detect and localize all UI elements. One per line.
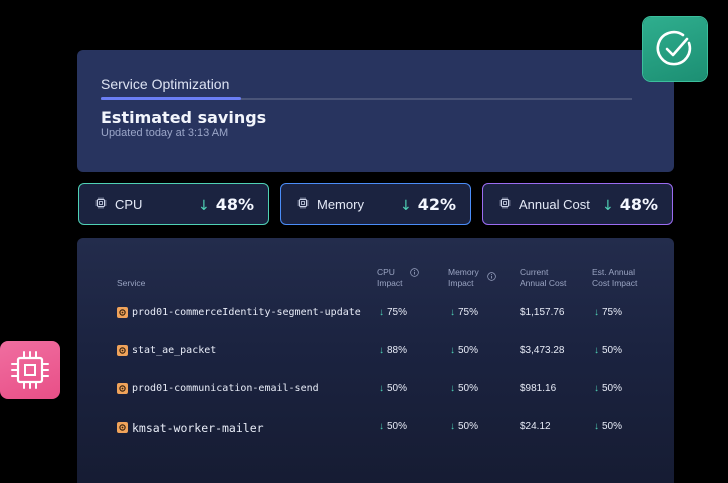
header-est-line1: Est. Annual <box>592 267 636 277</box>
current-cost-cell: $981.16 <box>520 383 557 394</box>
chip-icon <box>11 351 49 389</box>
chip-badge <box>0 341 60 399</box>
arrow-down-icon: ↓ <box>594 345 599 356</box>
arrow-down-icon: ↓ <box>379 421 384 432</box>
page-title: Estimated savings <box>101 108 267 127</box>
service-gear-icon <box>117 307 128 318</box>
updated-timestamp: Updated today at 3:13 AM <box>101 127 229 139</box>
header-service[interactable]: Service <box>117 278 146 288</box>
arrow-down-icon: ↓ <box>450 345 455 356</box>
metric-value: ↓ 48% <box>602 195 658 214</box>
header-cpu-line2: Impact <box>377 278 403 288</box>
check-circle-badge <box>643 17 707 81</box>
tab-service-optimization[interactable]: Service Optimization <box>101 76 230 92</box>
cpu-impact-cell: ↓ 50% <box>379 421 407 432</box>
info-icon[interactable] <box>487 272 496 281</box>
arrow-down-icon: ↓ <box>379 345 384 356</box>
header-est-line2: Cost Impact <box>592 278 638 288</box>
cpu-impact-value: 50% <box>387 421 408 432</box>
metric-card-annual-cost[interactable]: Annual Cost ↓ 48% <box>482 183 673 225</box>
memory-impact-value: 50% <box>458 383 479 394</box>
service-name[interactable]: prod01-communication-email-send <box>132 383 319 394</box>
service-name[interactable]: kmsat-worker-mailer <box>132 421 264 435</box>
header-est-annual-cost-impact[interactable]: Est. Annual Cost Impact <box>592 267 637 289</box>
chip-icon <box>95 197 107 209</box>
header-cost-line2: Annual Cost <box>520 278 567 288</box>
cpu-impact-value: 50% <box>387 383 408 394</box>
current-cost-cell: $3,473.28 <box>520 345 565 356</box>
est-impact-cell: ↓ 50% <box>594 383 622 394</box>
tab-active-indicator <box>101 97 241 100</box>
metric-percent: 42% <box>417 195 456 214</box>
cpu-impact-value: 88% <box>387 345 408 356</box>
arrow-down-icon: ↓ <box>594 421 599 432</box>
service-name[interactable]: prod01-commerceIdentity-segment-update <box>132 307 361 318</box>
est-impact-cell: ↓ 75% <box>594 307 622 318</box>
est-impact-value: 50% <box>602 345 623 356</box>
metric-percent: 48% <box>619 195 658 214</box>
memory-impact-value: 50% <box>458 421 479 432</box>
metric-card-memory[interactable]: Memory ↓ 42% <box>280 183 471 225</box>
arrow-down-icon: ↓ <box>450 307 455 318</box>
metric-card-cpu[interactable]: CPU ↓ 48% <box>78 183 269 225</box>
current-cost-cell: $24.12 <box>520 421 551 432</box>
memory-impact-value: 50% <box>458 345 479 356</box>
metric-label: Annual Cost <box>519 197 590 212</box>
est-impact-cell: ↓ 50% <box>594 345 622 356</box>
arrow-down-icon: ↓ <box>594 383 599 394</box>
chip-icon <box>297 197 309 209</box>
current-cost-cell: $1,157.76 <box>520 307 565 318</box>
cpu-impact-cell: ↓ 75% <box>379 307 407 318</box>
arrow-down-icon: ↓ <box>450 421 455 432</box>
header-mem-line1: Memory <box>448 267 479 277</box>
cpu-impact-cell: ↓ 50% <box>379 383 407 394</box>
header-cpu-line1: CPU <box>377 267 395 277</box>
metric-value: ↓ 42% <box>400 195 456 214</box>
metric-label: Memory <box>317 197 364 212</box>
chip-icon <box>499 197 511 209</box>
services-table: Service CPU Impact Memory Impact Current… <box>77 238 674 483</box>
est-impact-value: 50% <box>602 421 623 432</box>
info-icon[interactable] <box>410 268 419 277</box>
cpu-impact-cell: ↓ 88% <box>379 345 407 356</box>
arrow-down-icon: ↓ <box>594 307 599 318</box>
memory-impact-cell: ↓ 50% <box>450 421 478 432</box>
metric-value: ↓ 48% <box>198 195 254 214</box>
metric-label: CPU <box>115 197 143 212</box>
arrow-down-icon: ↓ <box>197 198 210 214</box>
arrow-down-icon: ↓ <box>399 198 412 214</box>
header-cost-line1: Current <box>520 267 549 277</box>
arrow-down-icon: ↓ <box>379 307 384 318</box>
service-gear-icon <box>117 345 128 356</box>
tab-track <box>101 97 632 100</box>
metric-percent: 48% <box>215 195 254 214</box>
arrow-down-icon: ↓ <box>379 383 384 394</box>
header-memory-impact[interactable]: Memory Impact <box>448 267 479 289</box>
arrow-down-icon: ↓ <box>601 198 614 214</box>
service-name[interactable]: stat_ae_packet <box>132 345 217 356</box>
check-circle-icon <box>656 30 692 66</box>
est-impact-cell: ↓ 50% <box>594 421 622 432</box>
service-gear-icon <box>117 383 128 394</box>
header-mem-line2: Impact <box>448 278 474 288</box>
memory-impact-cell: ↓ 50% <box>450 345 478 356</box>
memory-impact-value: 75% <box>458 307 479 318</box>
header-cpu-impact[interactable]: CPU Impact <box>377 267 403 289</box>
service-gear-icon <box>117 422 128 433</box>
header-current-annual-cost[interactable]: Current Annual Cost <box>520 267 566 289</box>
header-panel: Service Optimization Estimated savings U… <box>77 50 674 172</box>
cpu-impact-value: 75% <box>387 307 408 318</box>
est-impact-value: 50% <box>602 383 623 394</box>
arrow-down-icon: ↓ <box>450 383 455 394</box>
est-impact-value: 75% <box>602 307 623 318</box>
memory-impact-cell: ↓ 75% <box>450 307 478 318</box>
memory-impact-cell: ↓ 50% <box>450 383 478 394</box>
